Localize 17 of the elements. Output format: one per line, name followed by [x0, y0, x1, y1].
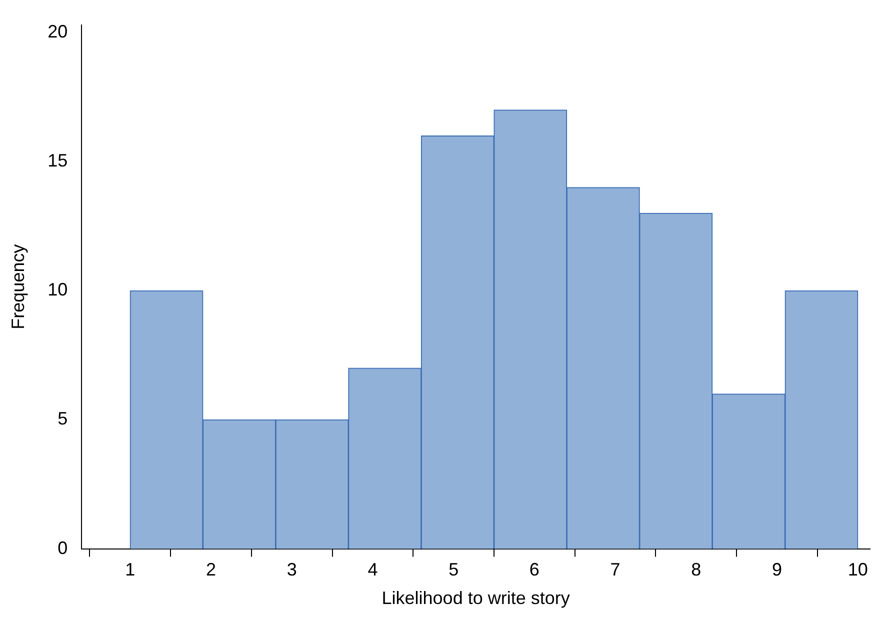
- y-tick-label: 20: [48, 22, 68, 42]
- x-tick-label: 10: [848, 560, 868, 580]
- x-axis-title: Likelihood to write story: [382, 588, 570, 608]
- y-tick-label: 15: [48, 150, 68, 171]
- x-tick-label: 2: [206, 560, 216, 580]
- y-tick-label: 0: [58, 538, 68, 558]
- x-tick-label: 7: [610, 560, 620, 580]
- x-tick-label: 5: [448, 560, 459, 580]
- x-tick-label: 1: [125, 560, 136, 580]
- y-tick-label: 5: [58, 408, 68, 429]
- x-tick-label: 3: [286, 560, 297, 580]
- x-tick-label: 4: [368, 560, 378, 580]
- y-tick-label: 10: [48, 280, 68, 300]
- y-axis-title: Frequency: [8, 244, 28, 330]
- x-tick-label: 6: [529, 560, 540, 580]
- x-tick-label: 9: [772, 560, 782, 580]
- x-tick-label: 8: [691, 560, 702, 580]
